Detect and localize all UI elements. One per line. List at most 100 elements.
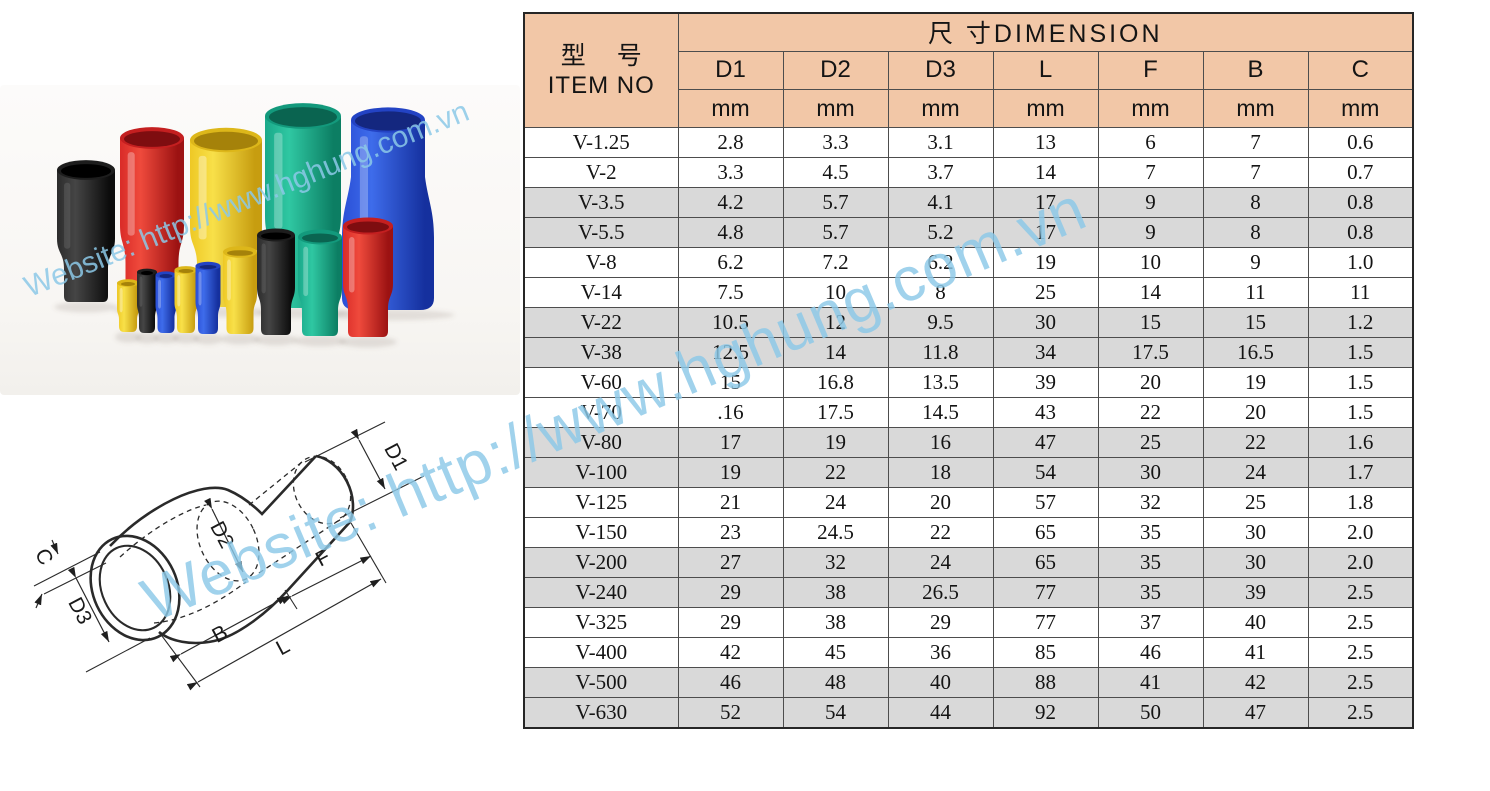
value-cell: 24 (782, 486, 889, 518)
value-cell: 11.8 (887, 336, 994, 368)
item-cell: V-70 (523, 396, 679, 428)
value-cell: 9 (1202, 246, 1309, 278)
value-cell: 14 (992, 156, 1099, 188)
value-cell: 65 (992, 546, 1099, 578)
table-row: V-38 12.5 14 11.8 34 17.5 16.5 1.5 (523, 336, 1414, 368)
value-cell: 5.7 (782, 186, 889, 218)
bore-dashed-lines (119, 455, 352, 624)
value-cell: 11 (1307, 276, 1414, 308)
item-no-header-en: ITEM NO (547, 72, 655, 100)
value-cell: 44 (887, 696, 994, 728)
unit-header-row: mm mm mm mm mm mm mm (524, 88, 1414, 128)
value-cell: 39 (1202, 576, 1309, 608)
value-cell: 2.5 (1307, 576, 1414, 608)
value-cell: 13 (992, 126, 1099, 158)
table-row: V-325 29 38 29 77 37 40 2.5 (523, 606, 1414, 638)
value-cell: 2.5 (1307, 606, 1414, 638)
col-header-b: B (1202, 50, 1309, 90)
value-cell: 19 (1202, 366, 1309, 398)
item-cell: V-80 (523, 426, 679, 458)
value-cell: 14 (1097, 276, 1204, 308)
value-cell: 65 (992, 516, 1099, 548)
value-cell: 6 (1097, 126, 1204, 158)
value-cell: 12.5 (677, 336, 784, 368)
value-cell: 4.2 (677, 186, 784, 218)
item-cell: V-240 (523, 576, 679, 608)
extension-lines (33, 421, 425, 688)
item-cell: V-1.25 (523, 126, 679, 158)
value-cell: 2.5 (1307, 636, 1414, 668)
value-cell: 0.8 (1307, 186, 1414, 218)
value-cell: 57 (992, 486, 1099, 518)
cap-black (137, 268, 157, 333)
value-cell: 20 (887, 486, 994, 518)
value-cell: 15 (1202, 306, 1309, 338)
value-cell: 7 (1202, 156, 1309, 188)
diagram-label-b: B (208, 621, 231, 648)
value-cell: 45 (782, 636, 889, 668)
value-cell: 1.0 (1307, 246, 1414, 278)
value-cell: 32 (1097, 486, 1204, 518)
value-cell: 77 (992, 576, 1099, 608)
value-cell: 22 (887, 516, 994, 548)
value-cell: 19 (782, 426, 889, 458)
value-cell: 85 (992, 636, 1099, 668)
table-row: V-200 27 32 24 65 35 30 2.0 (523, 546, 1414, 578)
diagram-label-c: C (30, 545, 57, 569)
item-cell: V-5.5 (523, 216, 679, 248)
vinyl-caps-group (57, 103, 434, 337)
value-cell: 40 (1202, 606, 1309, 638)
value-cell: 4.5 (782, 156, 889, 188)
item-cell: V-8 (523, 246, 679, 278)
item-cell: V-325 (523, 606, 679, 638)
cap-blue (155, 271, 177, 333)
col-header-d2: D2 (782, 50, 889, 90)
value-cell: 9 (1097, 216, 1204, 248)
value-cell: 6.2 (887, 246, 994, 278)
value-cell: 41 (1097, 666, 1204, 698)
value-cell: 37 (1097, 606, 1204, 638)
value-cell: 7 (1202, 126, 1309, 158)
value-cell: 1.5 (1307, 366, 1414, 398)
cap-yellow (117, 279, 139, 332)
value-cell: 17.5 (782, 396, 889, 428)
unit-cell: mm (1202, 88, 1309, 128)
table-row: V-14 7.5 10 8 25 14 11 11 (523, 276, 1414, 308)
value-cell: 54 (992, 456, 1099, 488)
value-cell: 43 (992, 396, 1099, 428)
value-cell: 1.5 (1307, 336, 1414, 368)
value-cell: 30 (1202, 516, 1309, 548)
cap-blue (195, 261, 221, 334)
table-row: V-400 42 45 36 85 46 41 2.5 (523, 636, 1414, 668)
column-header-row: D1 D2 D3 L F B C (524, 50, 1414, 90)
value-cell: 8 (887, 276, 994, 308)
item-cell: V-60 (523, 366, 679, 398)
value-cell: 14.5 (887, 396, 994, 428)
dimension-lines (34, 428, 386, 691)
value-cell: 41 (1202, 636, 1309, 668)
value-cell: 22 (782, 456, 889, 488)
cap-shadows (54, 301, 455, 348)
value-cell: 10 (1097, 246, 1204, 278)
value-cell: 50 (1097, 696, 1204, 728)
value-cell: 2.5 (1307, 666, 1414, 698)
value-cell: 25 (1097, 426, 1204, 458)
value-cell: 17 (992, 216, 1099, 248)
value-cell: 1.8 (1307, 486, 1414, 518)
value-cell: 1.7 (1307, 456, 1414, 488)
item-cell: V-14 (523, 276, 679, 308)
value-cell: 40 (887, 666, 994, 698)
unit-cell: mm (1097, 88, 1204, 128)
value-cell: 16.5 (1202, 336, 1309, 368)
value-cell: 13.5 (887, 366, 994, 398)
value-cell: 1.6 (1307, 426, 1414, 458)
value-cell: 10.5 (677, 306, 784, 338)
value-cell: 48 (782, 666, 889, 698)
value-cell: 38 (782, 576, 889, 608)
diagram-label-d1: D1 (379, 440, 412, 475)
item-no-header: 型 号 ITEM NO (523, 12, 679, 128)
item-cell: V-630 (523, 696, 679, 728)
value-cell: 15 (677, 366, 784, 398)
item-cell: V-2 (523, 156, 679, 188)
